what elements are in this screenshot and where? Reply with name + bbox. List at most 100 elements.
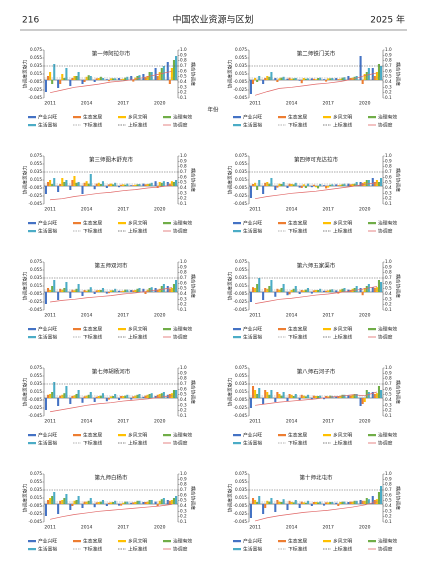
bar [302,502,305,504]
x-tick-label: 2017 [117,313,129,319]
bar [105,79,108,80]
y2-tick-label: 0.1 [385,519,392,524]
bar [126,76,129,80]
bar [175,496,178,504]
bar [317,78,320,80]
bar [95,290,98,292]
bar [325,186,328,189]
y-tick-label: -0.025 [29,511,43,516]
bar [300,394,303,398]
bar [118,186,121,188]
bar [254,390,257,398]
bar [343,77,346,80]
y2-tick-label: 0.1 [385,201,392,206]
bar [314,396,318,398]
bar [347,502,350,504]
y-axis-label: 协调度贡献力 [227,483,234,512]
y2-tick-label: 1.0 [180,47,187,52]
bar [323,185,326,186]
legend-swatch [118,434,126,437]
bar [290,502,293,504]
y2-tick-label: 0.1 [180,95,187,100]
bar [120,79,123,80]
page-number: 216 [22,16,39,26]
legend-swatch [233,124,241,127]
bar [251,287,255,292]
x-tick-label: 2017 [322,313,334,319]
bar [380,66,383,80]
bar [325,502,328,504]
bar [158,500,161,504]
bar [286,292,289,296]
y2-tick-label: 0.4 [180,291,187,296]
bar [290,290,293,292]
bar [249,504,252,518]
bar [170,393,173,398]
bar [294,286,297,292]
bar [63,78,66,80]
y-tick-label: 0.075 [30,259,42,264]
bar [168,80,171,84]
legend-swatch [163,328,171,331]
legend-label: 下标准线 [288,228,307,235]
legend-label: 生活富裕 [38,228,57,235]
y2-tick-label: 0.1 [385,307,392,312]
y2-tick-label: 0.8 [180,482,187,487]
legend-label: 治理有效 [173,538,192,545]
bar [375,287,378,292]
bar [323,504,326,506]
y2-tick-label: 0.9 [180,264,187,269]
y-tick-label: -0.025 [29,193,43,198]
bar [61,178,64,186]
y-tick-label: 0.075 [235,153,247,158]
bar [97,396,100,398]
bar [274,504,277,512]
legend-label: 产业兴旺 [38,220,57,227]
bar [112,502,115,504]
y2-tick-label: 0.5 [385,498,392,503]
bar [105,398,108,402]
bar [282,76,285,80]
bar [93,80,96,82]
bar [89,174,92,186]
y2-tick-label: 0.7 [180,169,187,174]
x-tick-label: 2017 [117,101,129,107]
y-tick-label: 0.035 [30,381,42,386]
legend-label: 协调度 [173,228,188,235]
bar [319,288,322,292]
legend-label: 治理有效 [378,114,397,121]
legend-swatch [28,124,36,127]
y-tick-label: -0.005 [234,79,248,84]
y2-tick-label: 0.8 [180,270,187,275]
bar [288,500,291,504]
y-tick-label: -0.005 [234,397,248,402]
bar [71,289,74,292]
bar [365,286,368,292]
bar [268,501,271,504]
bar [69,80,72,86]
coordination-line [255,182,377,200]
y2-tick-label: 0.7 [385,487,392,492]
y2-tick-label: 0.7 [180,275,187,280]
bar [150,393,153,398]
bar [256,80,259,82]
bar [339,184,342,186]
y2-tick-label: 0.6 [180,174,187,179]
y2-tick-label: 1.0 [385,259,392,264]
bar [162,181,165,186]
y2-tick-label: 0.9 [385,476,392,481]
bar [375,72,378,80]
legend-label: 产业兴旺 [243,326,262,333]
bar [53,382,56,398]
y2-axis-label: 耦合协调度 [190,380,197,404]
bar [302,395,305,398]
legend-label: 乡风文明 [333,432,352,439]
bar [175,280,178,292]
y2-tick-label: 0.1 [385,413,392,418]
legend-label: 上标准线 [333,546,352,553]
bar [380,178,383,186]
y-tick-label: 0.075 [235,471,247,476]
bar [175,180,178,186]
legend-label: 上标准线 [333,440,352,447]
legend-swatch [118,116,126,119]
